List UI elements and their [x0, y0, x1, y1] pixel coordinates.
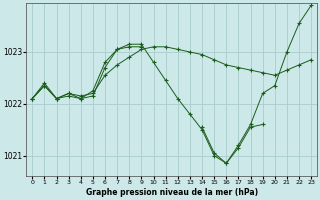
X-axis label: Graphe pression niveau de la mer (hPa): Graphe pression niveau de la mer (hPa) [86, 188, 258, 197]
